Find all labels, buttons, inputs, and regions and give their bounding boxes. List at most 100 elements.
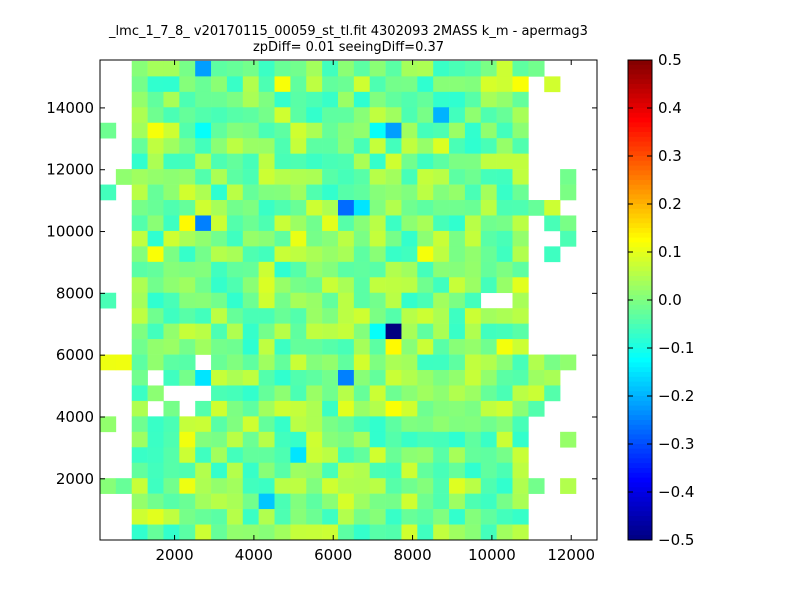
heatmap-cell bbox=[401, 354, 418, 371]
heatmap-cell bbox=[480, 138, 497, 154]
heatmap-cell bbox=[163, 292, 180, 309]
heatmap-cell bbox=[560, 354, 577, 371]
heatmap-cell bbox=[449, 416, 466, 433]
heatmap-cell bbox=[147, 153, 164, 170]
heatmap-cell bbox=[512, 277, 529, 294]
heatmap-cell bbox=[195, 246, 212, 263]
colorbar-band bbox=[628, 333, 652, 339]
heatmap-cell bbox=[258, 122, 275, 139]
colorbar-band bbox=[628, 117, 652, 123]
heatmap-cell bbox=[147, 169, 164, 185]
colorbar-band bbox=[628, 439, 652, 445]
heatmap-cell bbox=[226, 107, 244, 124]
heatmap-cell bbox=[179, 339, 196, 355]
heatmap-cell bbox=[449, 184, 466, 201]
heatmap-cell bbox=[258, 493, 275, 510]
heatmap-cell bbox=[163, 431, 180, 448]
heatmap-cell bbox=[369, 169, 386, 185]
colorbar-band bbox=[628, 60, 652, 66]
heatmap-cell bbox=[290, 138, 307, 154]
heatmap-cell bbox=[369, 230, 386, 247]
heatmap-cell bbox=[385, 76, 402, 93]
heatmap-cell bbox=[449, 215, 466, 232]
heatmap-cell bbox=[385, 416, 402, 433]
heatmap-cell bbox=[211, 323, 228, 340]
heatmap-cell bbox=[242, 370, 259, 386]
heatmap-cell bbox=[480, 277, 497, 294]
heatmap-cell bbox=[449, 431, 466, 448]
heatmap-cell bbox=[369, 385, 386, 402]
heatmap-cell bbox=[337, 138, 355, 154]
heatmap-cell bbox=[274, 478, 291, 494]
heatmap-cell bbox=[211, 308, 228, 324]
heatmap-cell bbox=[322, 76, 339, 93]
heatmap-cell bbox=[449, 354, 466, 371]
heatmap-cell bbox=[274, 184, 291, 201]
heatmap-cell bbox=[274, 169, 291, 185]
heatmap-cell bbox=[258, 339, 275, 355]
heatmap-cell bbox=[496, 416, 513, 433]
heatmap-cell bbox=[322, 292, 339, 309]
colorbar-tick-label: 0.4 bbox=[658, 99, 682, 117]
heatmap-cell bbox=[163, 91, 180, 108]
heatmap-cell bbox=[322, 215, 339, 232]
heatmap-cell bbox=[242, 323, 259, 340]
heatmap-cell bbox=[512, 400, 529, 417]
heatmap-cell bbox=[337, 370, 355, 386]
heatmap-cell bbox=[337, 431, 355, 448]
heatmap-cell bbox=[544, 385, 561, 402]
heatmap-cell bbox=[560, 169, 577, 185]
heatmap-cell bbox=[496, 323, 513, 340]
heatmap-cell bbox=[496, 308, 513, 324]
heatmap-cell bbox=[480, 230, 497, 247]
heatmap-cell bbox=[306, 138, 323, 154]
colorbar-band bbox=[628, 381, 652, 387]
heatmap-cell bbox=[131, 169, 148, 185]
heatmap-cell bbox=[211, 431, 228, 448]
heatmap-cell bbox=[353, 60, 371, 77]
heatmap-cell bbox=[496, 354, 513, 371]
heatmap-cell bbox=[226, 323, 244, 340]
heatmap-cell bbox=[496, 153, 513, 170]
colorbar-band bbox=[628, 228, 652, 234]
heatmap-cell bbox=[512, 308, 529, 324]
colorbar-band bbox=[628, 453, 652, 459]
heatmap-cell bbox=[131, 354, 148, 371]
heatmap-cell bbox=[131, 91, 148, 108]
colorbar-band bbox=[628, 400, 652, 407]
heatmap-cell bbox=[258, 509, 275, 525]
heatmap-cell bbox=[337, 107, 355, 124]
heatmap-cell bbox=[496, 385, 513, 402]
heatmap-cell bbox=[512, 493, 529, 510]
heatmap-cell bbox=[337, 277, 355, 294]
heatmap-cell bbox=[464, 169, 482, 185]
heatmap-cell bbox=[369, 354, 386, 371]
heatmap-cell bbox=[306, 431, 323, 448]
heatmap-cell bbox=[433, 107, 450, 124]
heatmap-cell bbox=[306, 385, 323, 402]
heatmap-cell bbox=[337, 478, 355, 494]
heatmap-cell bbox=[433, 524, 450, 541]
heatmap-cell bbox=[274, 416, 291, 433]
heatmap-cell bbox=[337, 416, 355, 433]
heatmap-cell bbox=[464, 60, 482, 77]
heatmap-cell bbox=[274, 323, 291, 340]
heatmap-cell bbox=[464, 184, 482, 201]
heatmap-cell bbox=[496, 462, 513, 479]
heatmap-cell bbox=[226, 478, 244, 494]
heatmap-cell bbox=[480, 416, 497, 433]
colorbar-band bbox=[628, 506, 652, 512]
y-tick-label: 12000 bbox=[46, 161, 94, 179]
heatmap-cell bbox=[179, 370, 196, 386]
heatmap-cell bbox=[211, 478, 228, 494]
heatmap-cell bbox=[290, 431, 307, 448]
heatmap-cell bbox=[401, 493, 418, 510]
heatmap-cell bbox=[512, 200, 529, 216]
heatmap-cell bbox=[353, 431, 371, 448]
heatmap-cell bbox=[544, 354, 561, 371]
heatmap-cell bbox=[211, 462, 228, 479]
colorbar-band bbox=[628, 319, 652, 325]
heatmap-cell bbox=[131, 292, 148, 309]
heatmap-cell bbox=[401, 509, 418, 525]
